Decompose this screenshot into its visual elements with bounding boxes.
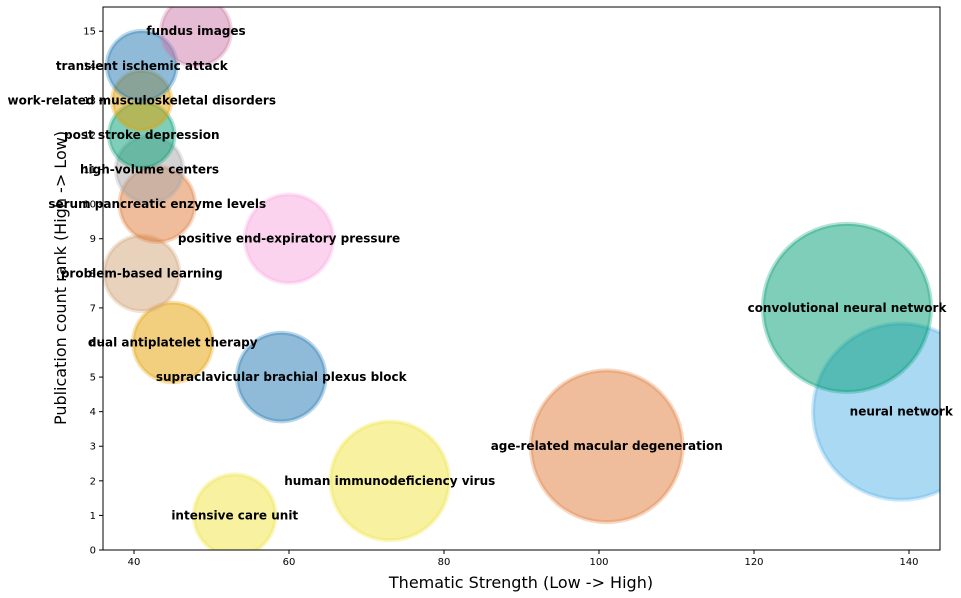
- bubble-label-0: intensive care unit: [171, 508, 298, 522]
- y-tick-label-6: 6: [90, 338, 96, 349]
- x-tick-label-1: 60: [283, 557, 296, 568]
- bubble-label-4: supraclavicular brachial plexus block: [156, 370, 408, 384]
- y-tick-label-4: 4: [90, 407, 96, 418]
- bubbles-group: [103, 7, 940, 550]
- bubble-label-1: human immunodeficiency virus: [284, 474, 495, 488]
- bubble-label-12: work-related musculoskeletal disorders: [8, 93, 276, 107]
- plot-frame: [102, 6, 941, 551]
- x-tick-label-4: 120: [744, 557, 763, 568]
- labels-group: intensive care unit human immunodeficienc…: [8, 24, 954, 522]
- bubble-13: [104, 28, 179, 103]
- bubble-2: [528, 368, 685, 525]
- x-tick-label-2: 80: [438, 557, 451, 568]
- x-axis-ticks: 40 60 80 100 120 140: [128, 550, 919, 568]
- x-tick-label-5: 140: [899, 557, 918, 568]
- y-tick-label-3: 3: [90, 442, 96, 453]
- x-tick-label-3: 100: [589, 557, 608, 568]
- bubble-label-14: fundus images: [146, 24, 245, 38]
- bubble-label-5: dual antiplatelet therapy: [88, 335, 258, 349]
- x-tick-label-0: 40: [128, 557, 141, 568]
- y-axis-title: Publication count rank (High -> Low): [51, 131, 70, 425]
- bubble-1: [328, 419, 452, 543]
- y-tick-label-14: 14: [83, 61, 96, 72]
- y-tick-label-2: 2: [90, 476, 96, 487]
- y-tick-label-12: 12: [83, 130, 96, 141]
- y-tick-label-11: 11: [83, 165, 96, 176]
- y-tick-label-5: 5: [90, 373, 96, 384]
- x-axis-title: Thematic Strength (Low -> High): [388, 573, 653, 592]
- y-tick-label-8: 8: [90, 269, 96, 280]
- y-tick-label-0: 0: [90, 546, 96, 557]
- bubble-5: [130, 300, 215, 385]
- bubble-4: [234, 330, 328, 424]
- bubble-label-3: neural network: [850, 405, 954, 419]
- bubble-8: [242, 192, 336, 286]
- y-tick-label-13: 13: [83, 96, 96, 107]
- y-tick-label-15: 15: [83, 27, 96, 38]
- y-tick-label-1: 1: [90, 511, 96, 522]
- bubble-6: [760, 221, 934, 394]
- bubble-label-7: problem-based learning: [61, 266, 223, 280]
- bubble-label-6: convolutional neural network: [748, 301, 948, 315]
- bubble-0: [191, 472, 278, 550]
- bubble-label-13: transient ischemic attack: [56, 59, 229, 73]
- bubble-label-9: serum pancreatic enzyme levels: [48, 197, 266, 211]
- bubble-label-10: high-volume centers: [80, 163, 219, 177]
- bubble-14: [159, 7, 233, 69]
- bubble-label-2: age-related macular degeneration: [491, 439, 723, 453]
- y-tick-label-7: 7: [90, 303, 96, 314]
- bubble-label-8: positive end-expiratory pressure: [178, 232, 400, 246]
- y-tick-label-9: 9: [90, 234, 96, 245]
- y-tick-label-10: 10: [83, 200, 96, 211]
